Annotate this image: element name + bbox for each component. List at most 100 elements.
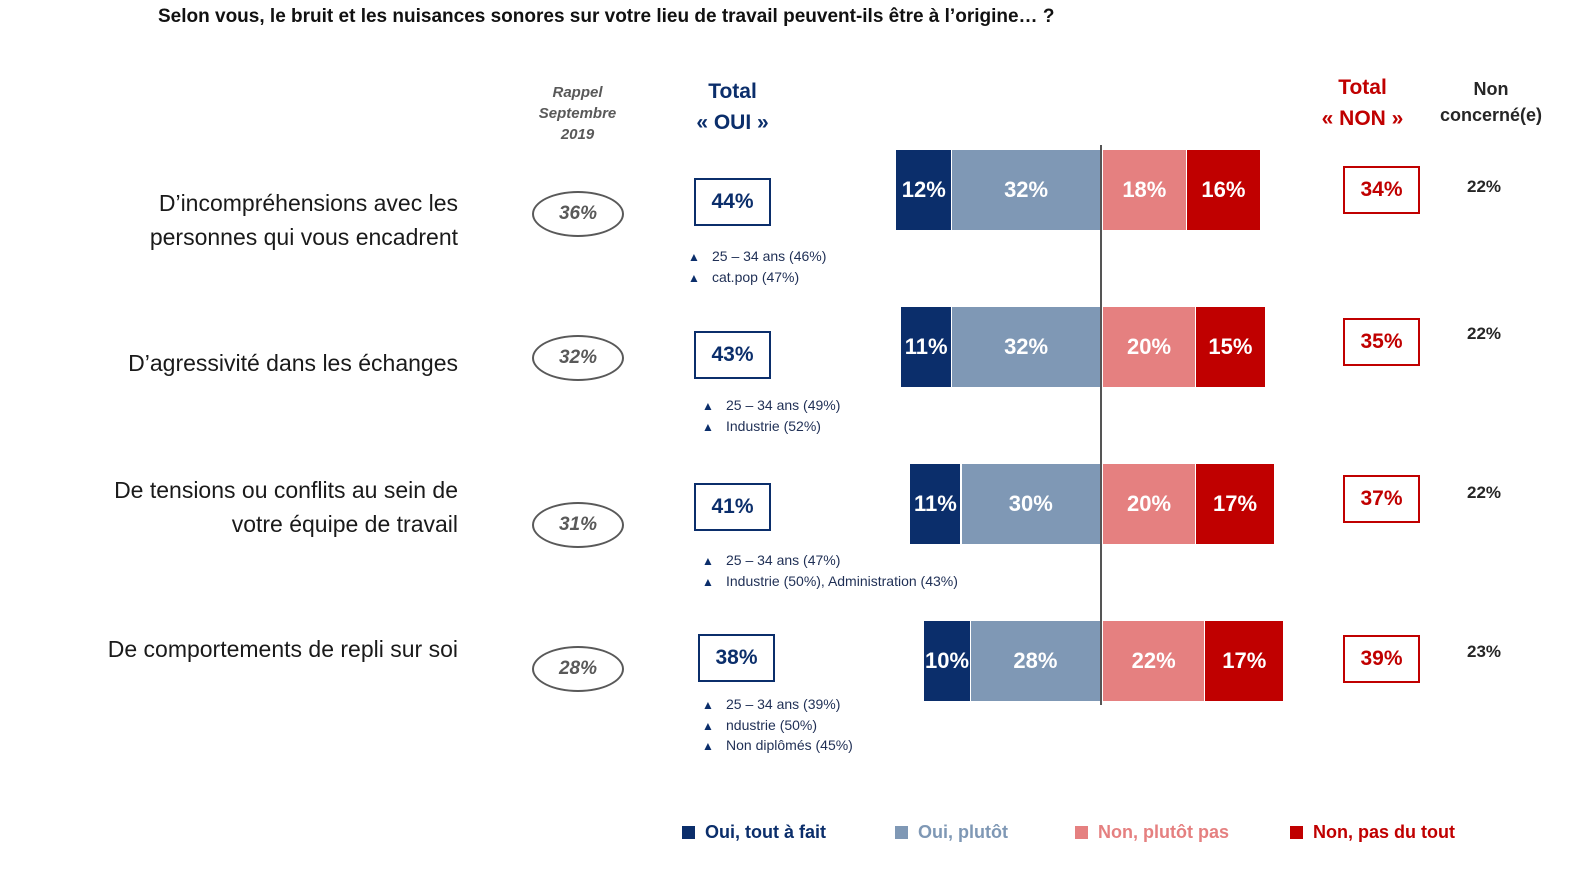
subgroup-note: ▲ Industrie (52%)	[702, 417, 840, 438]
header-oui-line1: Total	[708, 80, 757, 103]
rappel-2019-value: 28%	[532, 646, 624, 692]
bar-segment-oui-tout-a-fait: 12%	[896, 150, 953, 230]
legend-swatch	[895, 826, 908, 839]
bar-segment-oui-plutot: 32%	[952, 307, 1101, 387]
header-total-non: Total « NON »	[1305, 72, 1420, 134]
bar-segment-non-pas-du-tout: 17%	[1205, 621, 1285, 701]
header-non-line2: « NON »	[1321, 107, 1404, 130]
bar-segment-non-plutot-pas: 22%	[1103, 621, 1206, 701]
up-triangle-icon: ▲	[702, 399, 714, 413]
subgroup-note-text: Industrie (50%), Administration (43%)	[726, 572, 958, 589]
subgroup-note-text: 25 – 34 ans (49%)	[726, 397, 841, 413]
category-label: D’incompréhensions avec les personnes qui…	[18, 186, 458, 254]
header-rappel: Rappel Septembre 2019	[530, 82, 625, 145]
legend-label: Oui, tout à fait	[705, 822, 826, 842]
bar-segment-oui-plutot: 30%	[961, 464, 1101, 544]
non-concerne-value: 22%	[1466, 177, 1502, 196]
subgroup-note-text: cat.pop (47%)	[712, 268, 800, 285]
category-label-line: De comportements de repli sur soi	[107, 636, 458, 662]
subgroup-note-text: 25 – 34 ans (39%)	[726, 696, 841, 712]
header-non-concerne: Non concerné(e)	[1432, 76, 1550, 128]
legend-swatch	[682, 826, 695, 839]
legend-item-non-pas-du-tout: Non, pas du tout	[1290, 822, 1455, 843]
bar-segment-non-plutot-pas: 18%	[1103, 150, 1187, 230]
subgroup-note-text: 25 – 34 ans (46%)	[712, 248, 827, 264]
subgroup-note: ▲ Non diplômés (45%)	[702, 736, 853, 757]
total-oui-value: 38%	[698, 634, 775, 682]
subgroup-notes: ▲ 25 – 34 ans (39%) ▲ ndustrie (50%) ▲ Non di…	[702, 695, 853, 757]
bar-segment-oui-plutot: 28%	[970, 621, 1101, 701]
header-oui-line2: « OUI »	[696, 111, 769, 134]
non-concerne-value: 22%	[1466, 324, 1502, 343]
category-label: De comportements de repli sur soi	[18, 632, 458, 666]
bar-segment-non-pas-du-tout: 16%	[1186, 150, 1262, 230]
up-triangle-icon: ▲	[702, 739, 714, 753]
bar-segment-oui-tout-a-fait: 11%	[910, 464, 962, 544]
bar-segment-non-pas-du-tout: 17%	[1196, 464, 1276, 544]
header-nc-line1: Non	[1473, 79, 1509, 99]
total-non-value: 34%	[1343, 166, 1420, 214]
up-triangle-icon: ▲	[702, 419, 714, 434]
header-rappel-line3: 2019	[560, 126, 595, 143]
category-label-line: votre équipe de travail	[231, 511, 458, 537]
up-triangle-icon: ▲	[702, 698, 714, 712]
category-label-line: D’incompréhensions avec les	[158, 190, 458, 216]
subgroup-note: ▲ 25 – 34 ans (46%)	[688, 247, 826, 268]
subgroup-note: ▲ 25 – 34 ans (49%)	[702, 396, 840, 417]
header-non-line1: Total	[1338, 76, 1387, 99]
legend-item-non-plutot-pas: Non, plutôt pas	[1075, 822, 1229, 843]
total-non-value: 35%	[1343, 318, 1420, 366]
total-non-value: 39%	[1343, 635, 1420, 683]
total-non-value: 37%	[1343, 475, 1420, 523]
category-label-line: De tensions ou conflits au sein de	[114, 477, 458, 503]
subgroup-note: ▲ cat.pop (47%)	[688, 268, 826, 289]
chart-title: Selon vous, le bruit et les nuisances so…	[158, 6, 1055, 27]
bar-segment-oui-tout-a-fait: 11%	[901, 307, 953, 387]
subgroup-note: ▲ 25 – 34 ans (39%)	[702, 695, 853, 716]
legend-label: Oui, plutôt	[918, 822, 1008, 842]
center-axis-line	[1100, 145, 1102, 705]
legend-item-oui-plutot: Oui, plutôt	[895, 822, 1008, 843]
rappel-2019-value: 32%	[532, 335, 624, 381]
total-oui-value: 44%	[694, 178, 771, 226]
bar-segment-oui-plutot: 32%	[952, 150, 1101, 230]
legend-swatch	[1290, 826, 1303, 839]
subgroup-note-text: ndustrie (50%)	[726, 716, 818, 733]
rappel-2019-value: 36%	[532, 191, 624, 237]
legend-item-oui-tout-a-fait: Oui, tout à fait	[682, 822, 826, 843]
subgroup-note: ▲ 25 – 34 ans (47%)	[702, 551, 958, 572]
category-label-line: D’agressivité dans les échanges	[128, 350, 458, 376]
legend-swatch	[1075, 826, 1088, 839]
subgroup-notes: ▲ 25 – 34 ans (46%) ▲ cat.pop (47%)	[688, 247, 826, 288]
category-label: D’agressivité dans les échanges	[18, 346, 458, 380]
total-oui-value: 43%	[694, 331, 771, 379]
subgroup-note-text: 25 – 34 ans (47%)	[726, 552, 841, 568]
subgroup-notes: ▲ 25 – 34 ans (49%) ▲ Industrie (52%)	[702, 396, 840, 437]
subgroup-note-text: Non diplômés (45%)	[726, 737, 853, 753]
rappel-2019-value: 31%	[532, 502, 624, 548]
total-oui-value: 41%	[694, 483, 771, 531]
up-triangle-icon: ▲	[702, 574, 714, 589]
bar-segment-non-plutot-pas: 20%	[1103, 307, 1196, 387]
subgroup-note: ▲ Industrie (50%), Administration (43%)	[702, 572, 958, 593]
subgroup-note-text: Industrie (52%)	[726, 417, 821, 434]
category-label-line: personnes qui vous encadrent	[149, 224, 458, 250]
up-triangle-icon: ▲	[702, 554, 714, 568]
non-concerne-value: 22%	[1466, 483, 1502, 502]
legend-label: Non, plutôt pas	[1098, 822, 1229, 842]
header-total-oui: Total « OUI »	[680, 76, 785, 138]
category-label: De tensions ou conflits au sein de votre …	[18, 473, 458, 541]
subgroup-note: ▲ ndustrie (50%)	[702, 716, 853, 737]
up-triangle-icon: ▲	[688, 250, 700, 264]
legend-label: Non, pas du tout	[1313, 822, 1455, 842]
header-nc-line2: concerné(e)	[1439, 105, 1543, 125]
bar-segment-non-pas-du-tout: 15%	[1196, 307, 1266, 387]
bar-segment-oui-tout-a-fait: 10%	[924, 621, 971, 701]
header-rappel-line1: Rappel	[552, 84, 603, 101]
subgroup-notes: ▲ 25 – 34 ans (47%) ▲ Industrie (50%), Admi…	[702, 551, 958, 592]
header-rappel-line2: Septembre	[538, 105, 617, 122]
up-triangle-icon: ▲	[688, 270, 700, 285]
bar-segment-non-plutot-pas: 20%	[1103, 464, 1196, 544]
up-triangle-icon: ▲	[702, 718, 714, 733]
non-concerne-value: 23%	[1466, 642, 1502, 661]
